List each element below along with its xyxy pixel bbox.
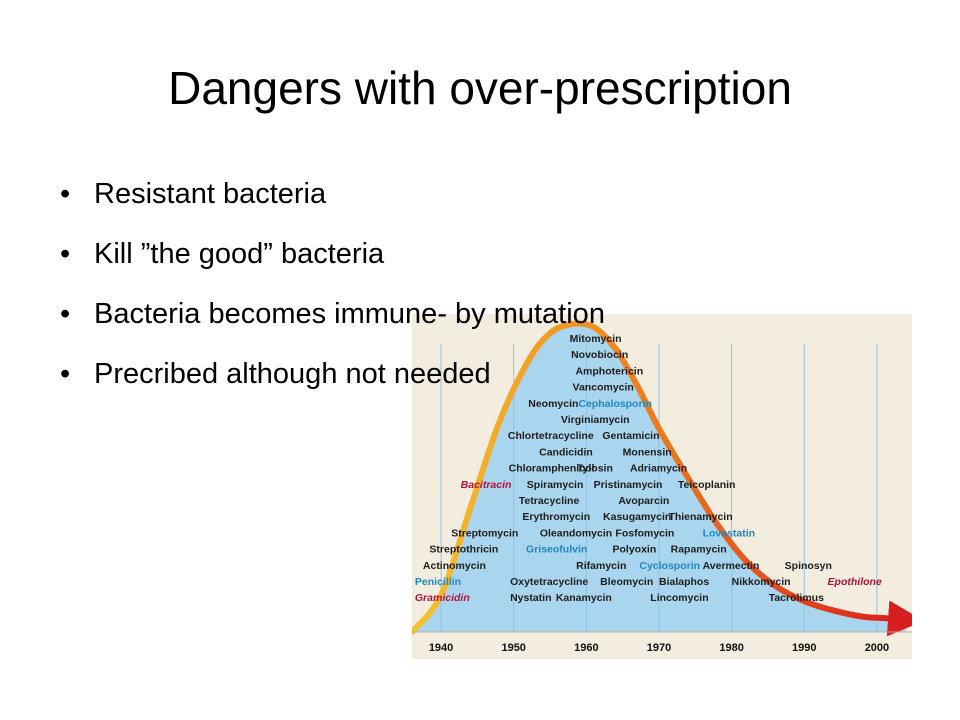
- bullet-item: Precribed although not needed: [60, 356, 605, 416]
- antibiotic-discovery-chart: Mitomycin Novobiocin Amphotericin Vancomyci…: [412, 314, 912, 659]
- antibiotic-label: Lincomycin: [650, 592, 708, 604]
- antibiotic-label: Bleomycin: [600, 576, 653, 588]
- antibiotic-label: Streptomycin: [451, 527, 518, 539]
- bullet-item: Bacteria becomes immune- by mutation: [60, 296, 605, 356]
- antibiotic-label: Spiramycin: [527, 479, 584, 491]
- slide-title: Dangers with over-prescription: [168, 62, 792, 114]
- antibiotic-label: Spinosyn: [785, 560, 832, 572]
- antibiotic-label: Bialaphos: [659, 576, 709, 588]
- x-tick-label: 1960: [574, 642, 598, 654]
- antibiotic-label: Oxytetracycline: [510, 576, 588, 588]
- antibiotic-label: Avermectin: [703, 560, 760, 572]
- antibiotic-label: Fosfomycin: [615, 527, 674, 539]
- antibiotic-label: Nystatin: [510, 592, 551, 604]
- chart-svg: MitomycinNovobiocinAmphotericinVancomyci…: [412, 314, 912, 659]
- antibiotic-label: Tylosin: [577, 463, 613, 475]
- discovery-curve: [412, 320, 912, 637]
- bullet-item: Kill ”the good” bacteria: [60, 236, 605, 296]
- antibiotic-label: Tetracycline: [519, 495, 580, 507]
- antibiotic-label: Monensin: [623, 446, 672, 458]
- antibiotic-label: Adriamycin: [630, 463, 687, 475]
- antibiotic-label: Rapamycin: [671, 544, 727, 556]
- x-tick-label: 2000: [865, 642, 889, 654]
- x-tick-label: 1950: [501, 642, 525, 654]
- antibiotic-label: Chloramphenicol: [509, 463, 595, 475]
- antibiotic-label: Kasugamycin: [603, 511, 671, 523]
- antibiotic-label: Lovastatin: [703, 527, 756, 539]
- x-tick-label: 1970: [647, 642, 671, 654]
- antibiotic-label: Avoparcin: [618, 495, 669, 507]
- x-tick-label: 1940: [429, 642, 453, 654]
- antibiotic-label: Oleandomycin: [540, 527, 612, 539]
- antibiotic-label: Teicoplanin: [678, 479, 736, 491]
- antibiotic-label: Actinomycin: [423, 560, 486, 572]
- antibiotic-label: Griseofulvin: [526, 544, 587, 556]
- antibiotic-label: Bacitracin: [461, 479, 512, 491]
- antibiotic-label: Streptothricin: [429, 544, 498, 556]
- antibiotic-label: Nikkomycin: [732, 576, 791, 588]
- antibiotic-label: Gramicidin: [415, 592, 470, 604]
- bullet-list: Resistant bacteria Kill ”the good” bacte…: [60, 176, 605, 416]
- antibiotic-label: Gentamicin: [602, 430, 659, 442]
- antibiotic-label: Tacrolimus: [769, 592, 824, 604]
- antibiotic-label: Epothilone: [828, 576, 882, 588]
- antibiotic-label: Chlortetracycline: [508, 430, 594, 442]
- antibiotic-label: Erythromycin: [522, 511, 590, 523]
- antibiotic-label: Rifamycin: [576, 560, 626, 572]
- antibiotic-label: Thienamycin: [668, 511, 732, 523]
- antibiotic-label: Penicillin: [415, 576, 461, 588]
- antibiotic-label: Candicidin: [539, 446, 593, 458]
- antibiotic-label: Pristinamycin: [594, 479, 663, 491]
- bullet-item: Resistant bacteria: [60, 176, 605, 236]
- x-tick-label: 1990: [792, 642, 816, 654]
- x-tick-label: 1980: [719, 642, 743, 654]
- antibiotic-label: Cyclosporin: [639, 560, 700, 572]
- antibiotic-label: Kanamycin: [556, 592, 612, 604]
- antibiotic-label: Virginiamycin: [561, 414, 630, 426]
- antibiotic-label: Polyoxin: [613, 544, 657, 556]
